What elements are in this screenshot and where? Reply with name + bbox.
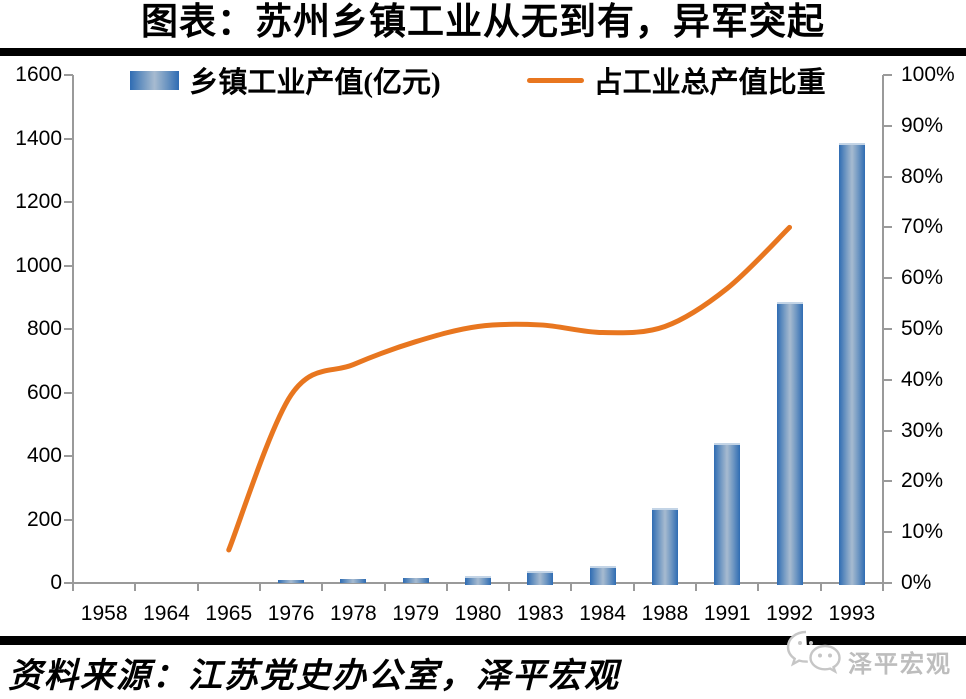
x-axis-tick [196,583,199,591]
bar-1991 [714,443,741,585]
right-axis-tick [883,328,892,330]
left-axis-tick [64,201,73,203]
bar-1993 [838,143,865,585]
chart-title: 图表：苏州乡镇工业从无到有，异军突起 [141,2,825,43]
x-axis-tick [258,583,261,591]
right-axis-tick-label: 80% [901,164,944,188]
right-axis-tick [883,480,892,483]
left-axis-tick-label: 1600 [15,63,62,86]
line-series-swatch-icon [526,77,584,83]
title-divider-bar [0,48,966,56]
right-axis-tick-label: 40% [901,367,944,391]
x-axis-tick-label: 1964 [143,602,190,625]
x-axis-tick-label: 1984 [579,602,626,625]
left-axis-tick [64,582,73,584]
x-axis-tick [882,583,884,591]
left-axis-tick-label: 600 [26,380,62,404]
x-axis-tick-label: 1965 [205,602,253,625]
x-axis-tick [445,583,448,591]
legend-item-line-series: 占工业总产值比重 [526,59,826,101]
bar-1983 [527,570,554,585]
right-axis-tick [883,226,892,229]
right-axis-tick-label: 70% [901,215,944,239]
x-axis-tick [508,583,511,591]
right-axis-tick-label: 60% [901,266,944,290]
left-axis-tick [64,455,73,457]
x-axis-tick [321,583,324,591]
x-axis-tick-label: 1991 [703,602,751,625]
legend-item-bar-series: 乡镇工业产值(亿元) [130,59,441,101]
left-axis-tick [64,328,73,330]
right-axis-tick [883,74,892,76]
right-axis-tick [883,175,892,178]
left-axis-tick-label: 400 [26,444,62,467]
source-note: 资料来源：江苏党史办公室，泽平宏观 [8,658,620,695]
bar-1978 [340,578,367,583]
left-axis-tick [64,74,73,76]
right-axis-tick [883,277,892,280]
right-axis-tick [883,378,892,381]
legend-bar-label: 乡镇工业产值(亿元) [189,67,441,99]
right-axis-tick [883,582,892,584]
left-axis-tick-label: 800 [26,317,62,340]
share-line-path [226,224,793,553]
bar-1988 [651,507,678,585]
publisher-logo: 泽平宏观 [784,628,966,678]
x-axis-tick-label: 1979 [392,602,440,625]
right-axis-tick-label: 100% [901,63,955,86]
right-axis-tick-label: 30% [901,418,944,442]
left-axis-tick [64,137,73,140]
left-axis-tick [64,391,73,394]
x-axis-tick-label: 1978 [330,602,377,625]
right-axis-tick [883,531,892,534]
chart-legend: 乡镇工业产值(亿元) 占工业总产值比重 [73,60,883,100]
x-axis-tick [383,583,386,591]
right-axis-tick [883,429,892,432]
bar-series-swatch-icon [130,70,180,90]
bar-1984 [589,565,616,585]
left-axis-tick-label: 1000 [15,253,62,277]
x-axis-tick-label: 1992 [766,602,813,625]
wechat-bubbles-icon [786,630,841,675]
x-axis-tick [695,583,698,591]
bar-1992 [776,301,803,585]
right-axis-tick-label: 0% [901,571,932,594]
x-axis-tick [632,583,635,591]
bar-1979 [402,577,429,583]
logo-text: 泽平宏观 [848,652,952,678]
x-axis-tick-label: 1958 [80,602,128,625]
right-axis-tick-label: 50% [901,317,944,340]
right-axis-tick [883,124,892,127]
left-axis-tick-label: 1200 [15,190,62,213]
x-axis-tick [819,583,822,591]
x-axis-tick-label: 1993 [828,602,876,625]
x-axis-tick-label: 1983 [516,602,564,625]
x-axis-tick [134,583,137,591]
x-axis-tick-label: 1976 [267,602,315,625]
right-axis-tick-label: 20% [901,469,944,493]
left-axis-tick [64,518,73,521]
left-axis-tick-label: 0 [50,571,62,594]
right-axis-tick-label: 90% [901,113,944,137]
footer-divider-bar [0,636,966,645]
left-axis-tick [64,264,73,267]
x-axis-tick-label: 1980 [454,602,502,625]
left-axis-line [72,75,74,584]
x-axis-tick [757,583,760,591]
right-axis-tick-label: 10% [901,520,944,544]
legend-line-label: 占工业总产值比重 [593,67,826,99]
bar-1980 [465,575,491,585]
x-axis-tick [72,583,74,591]
bar-1976 [278,579,305,583]
left-axis-tick-label: 200 [26,507,62,531]
x-axis-tick-label: 1988 [641,602,689,625]
left-axis-tick-label: 1400 [15,126,62,150]
x-axis-tick [570,583,573,591]
